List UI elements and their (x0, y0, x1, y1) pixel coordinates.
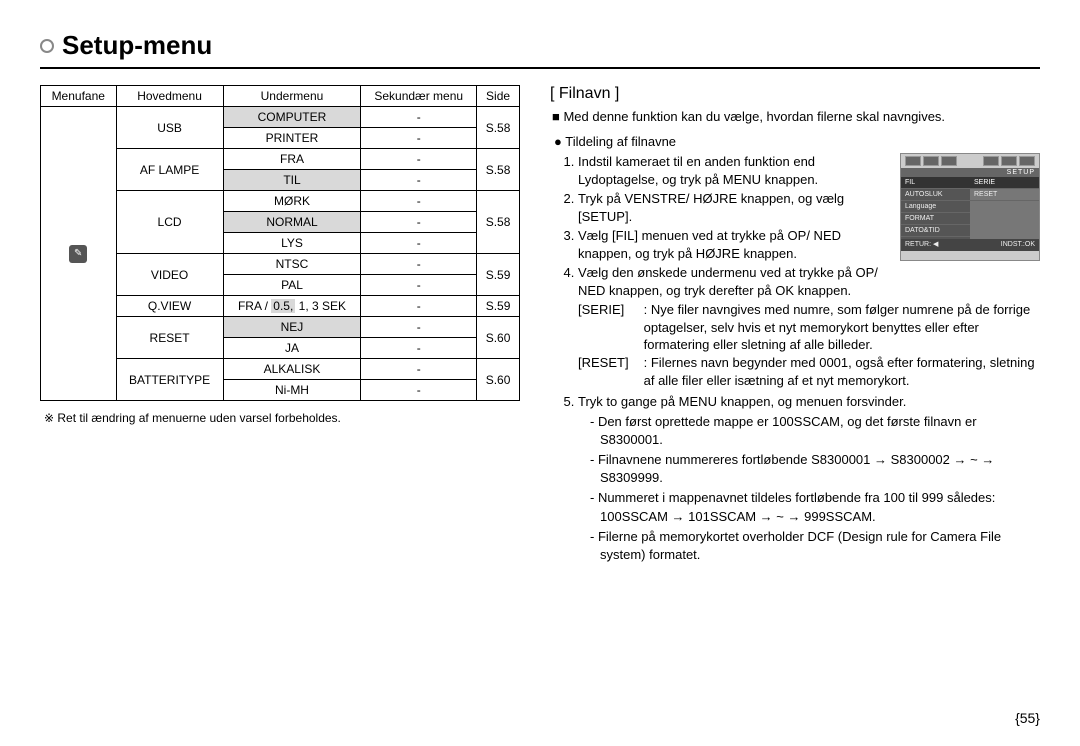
menufane-cell: ✎ (41, 107, 117, 401)
hovedmenu-cell: Q.VIEW (116, 296, 223, 317)
filnavn-subtitle: ● Tildeling af filnavne (550, 134, 1040, 149)
step-4: Vælg den ønskede undermenu ved at trykke… (578, 264, 890, 299)
page-number: {55} (1015, 710, 1040, 726)
sekundaer-cell: - (361, 128, 477, 149)
lcd-left-item: DATO&TID (901, 225, 970, 237)
side-cell: S.58 (477, 107, 520, 149)
filnavn-intro: ■ Med denne funktion kan du vælge, hvord… (550, 109, 1040, 124)
undermenu-cell: PAL (223, 275, 361, 296)
sekundaer-cell: - (361, 380, 477, 401)
serie-text: : Nye filer navngives med numre, som føl… (644, 301, 1036, 354)
side-cell: S.59 (477, 254, 520, 296)
lcd-left-item: FIL (901, 177, 970, 189)
undermenu-cell: MØRK (223, 191, 361, 212)
sekundaer-cell: - (361, 233, 477, 254)
sekundaer-cell: - (361, 275, 477, 296)
reset-definition: [RESET] : Filernes navn begynder med 000… (550, 354, 1040, 389)
table-header: Menufane (41, 86, 117, 107)
undermenu-cell: LYS (223, 233, 361, 254)
serie-definition: [SERIE] : Nye filer navngives med numre,… (550, 301, 1040, 354)
lcd-left-list: FILAUTOSLUKLanguageFORMATDATO&TID (901, 177, 970, 239)
note-4: - Filerne på memorykortet overholder DCF… (590, 528, 1040, 564)
step-5: Tryk to gange på MENU knappen, og menuen… (578, 393, 1040, 411)
lcd-tab-bar (901, 154, 1039, 168)
step-1: Indstil kameraet til en anden funktion e… (578, 153, 890, 188)
hovedmenu-cell: USB (116, 107, 223, 149)
filnavn-steps-cont: Tryk to gange på MENU knappen, og menuen… (550, 393, 1040, 411)
side-cell: S.58 (477, 149, 520, 191)
table-header: Hovedmenu (116, 86, 223, 107)
title-bar: Setup-menu (40, 30, 1040, 69)
sekundaer-cell: - (361, 296, 477, 317)
camera-lcd-preview: SETUP FILAUTOSLUKLanguageFORMATDATO&TID … (900, 153, 1040, 261)
side-cell: S.58 (477, 191, 520, 254)
undermenu-cell: NORMAL (223, 212, 361, 233)
undermenu-cell: TIL (223, 170, 361, 191)
undermenu-cell: COMPUTER (223, 107, 361, 128)
hovedmenu-cell: LCD (116, 191, 223, 254)
note-1: - Den først oprettede mappe er 100SSCAM,… (590, 413, 1040, 449)
right-column: [ Filnavn ] ■ Med denne funktion kan du … (550, 85, 1040, 566)
sekundaer-cell: - (361, 212, 477, 233)
step-2: Tryk på VENSTRE/ HØJRE knappen, og vælg … (578, 190, 890, 225)
lcd-tab-icon (923, 156, 939, 166)
lcd-right-item: SERIE (970, 177, 1039, 189)
lcd-tab-icon (983, 156, 999, 166)
sekundaer-cell: - (361, 107, 477, 128)
undermenu-cell: Ni-MH (223, 380, 361, 401)
table-header: Side (477, 86, 520, 107)
side-cell: S.60 (477, 317, 520, 359)
lcd-left-item: AUTOSLUK (901, 189, 970, 201)
sekundaer-cell: - (361, 359, 477, 380)
reset-tag: [RESET] (578, 354, 640, 372)
setup-tab-icon: ✎ (69, 245, 87, 263)
lcd-left-item: Language (901, 201, 970, 213)
undermenu-cell: FRA / 0.5, 1, 3 SEK (223, 296, 361, 317)
undermenu-cell: NEJ (223, 317, 361, 338)
undermenu-cell: PRINTER (223, 128, 361, 149)
side-cell: S.60 (477, 359, 520, 401)
lcd-foot-left: RETUR: ◀ (905, 239, 938, 251)
reset-text: : Filernes navn begynder med 0001, også … (644, 354, 1036, 389)
lcd-setup-label: SETUP (901, 168, 1039, 177)
table-header: Undermenu (223, 86, 361, 107)
table-header: Sekundær menu (361, 86, 477, 107)
serie-tag: [SERIE] (578, 301, 640, 319)
side-cell: S.59 (477, 296, 520, 317)
table-footnote: ※ Ret til ændring af menuerne uden varse… (40, 411, 520, 425)
left-column: MenufaneHovedmenuUndermenuSekundær menuS… (40, 85, 520, 566)
undermenu-cell: ALKALISK (223, 359, 361, 380)
lcd-tab-icon (1001, 156, 1017, 166)
lcd-right-item: RESET (970, 189, 1039, 201)
undermenu-cell: JA (223, 338, 361, 359)
page-title: Setup-menu (62, 30, 212, 61)
title-bullet-icon (40, 39, 54, 53)
hovedmenu-cell: AF LAMPE (116, 149, 223, 191)
note-2: - Filnavnene nummereres fortløbende S830… (590, 451, 1040, 487)
setup-menu-table: MenufaneHovedmenuUndermenuSekundær menuS… (40, 85, 520, 401)
sekundaer-cell: - (361, 338, 477, 359)
filnavn-heading: [ Filnavn ] (550, 85, 1040, 103)
sekundaer-cell: - (361, 317, 477, 338)
hovedmenu-cell: RESET (116, 317, 223, 359)
step-3: Vælg [FIL] menuen ved at trykke på OP/ N… (578, 227, 890, 262)
filnavn-steps: Indstil kameraet til en anden funktion e… (550, 153, 890, 299)
hovedmenu-cell: BATTERITYPE (116, 359, 223, 401)
lcd-right-list: SERIERESET (970, 177, 1039, 239)
sekundaer-cell: - (361, 149, 477, 170)
lcd-tab-icon (941, 156, 957, 166)
sekundaer-cell: - (361, 254, 477, 275)
lcd-left-item: FORMAT (901, 213, 970, 225)
sekundaer-cell: - (361, 191, 477, 212)
filnavn-notes: - Den først oprettede mappe er 100SSCAM,… (550, 413, 1040, 565)
lcd-tab-icon (905, 156, 921, 166)
undermenu-cell: FRA (223, 149, 361, 170)
note-3: - Nummeret i mappenavnet tildeles fortlø… (590, 489, 1040, 525)
undermenu-cell: NTSC (223, 254, 361, 275)
hovedmenu-cell: VIDEO (116, 254, 223, 296)
sekundaer-cell: - (361, 170, 477, 191)
lcd-foot-right: INDST.:OK (1001, 239, 1035, 251)
lcd-tab-icon (1019, 156, 1035, 166)
